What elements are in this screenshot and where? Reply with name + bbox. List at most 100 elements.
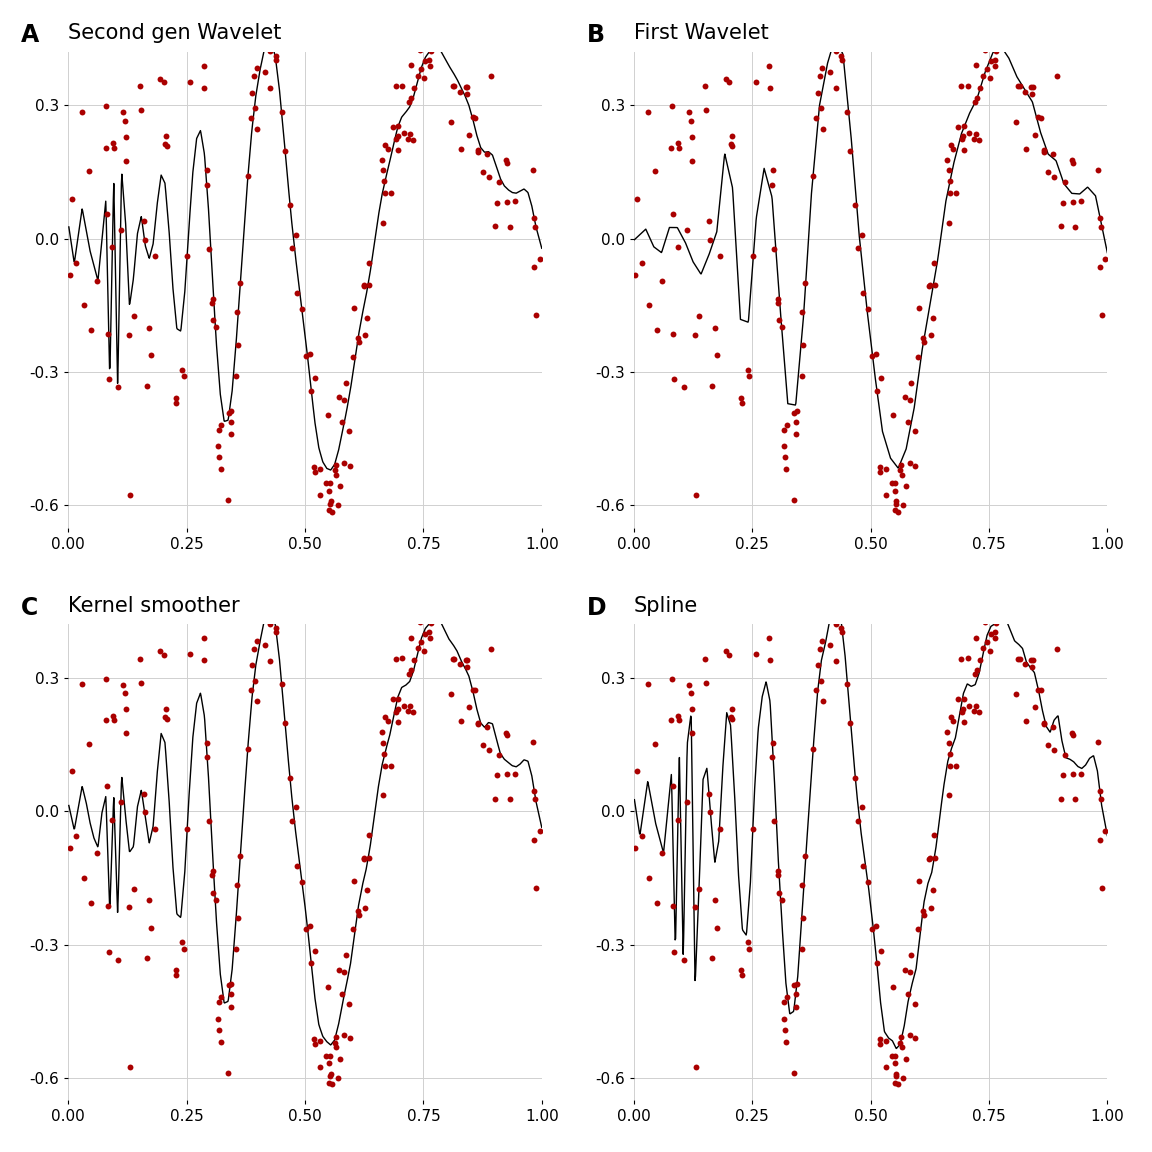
Point (1007, 581, 1025, 599)
Point (940, 172, 958, 190)
Point (333, 985, 351, 1003)
Point (687, 1059, 705, 1077)
Point (297, 347, 316, 365)
Point (721, 707, 740, 726)
Point (118, 151, 136, 169)
Point (1063, 192, 1082, 211)
Point (204, 311, 222, 329)
Point (872, 369, 890, 387)
Point (158, 137, 176, 156)
Point (924, 309, 942, 327)
Point (668, 237, 687, 256)
Point (628, 763, 646, 781)
Point (326, 455, 344, 473)
Point (420, 51, 439, 69)
Point (450, 655, 469, 674)
Point (958, 649, 977, 667)
Point (697, 674, 715, 692)
Point (813, 631, 832, 650)
Point (894, 497, 912, 515)
Point (941, 135, 960, 153)
Point (668, 810, 687, 828)
Text: D: D (586, 596, 606, 620)
Point (763, 175, 781, 194)
Point (968, 89, 986, 107)
Point (221, 975, 240, 993)
Point (344, 872, 363, 890)
Point (136, 230, 154, 249)
Point (198, 734, 217, 752)
Point (267, 51, 286, 69)
Point (770, 289, 788, 308)
Point (212, 460, 230, 478)
Point (941, 707, 960, 726)
Point (711, 248, 729, 266)
Point (941, 757, 960, 775)
Point (499, 726, 517, 744)
Point (832, 619, 850, 637)
Point (355, 276, 373, 295)
Point (118, 723, 136, 742)
Point (994, 26, 1013, 45)
Point (456, 651, 475, 669)
Point (675, 950, 694, 969)
Point (1071, 192, 1090, 211)
Point (785, 1063, 803, 1082)
Point (60, 266, 78, 285)
Point (359, 253, 378, 272)
Point (887, 1067, 905, 1085)
Point (198, 161, 217, 180)
Point (387, 130, 406, 149)
Point (199, 240, 218, 258)
Point (267, 525, 286, 544)
Point (327, 1038, 346, 1056)
Point (877, 485, 895, 503)
Point (926, 275, 945, 294)
Point (429, 26, 447, 45)
Point (833, 623, 851, 642)
Point (638, 675, 657, 694)
Point (967, 124, 985, 143)
Point (323, 502, 341, 521)
Point (1052, 789, 1070, 808)
Point (248, 120, 266, 138)
Point (99, 370, 118, 388)
Point (151, 69, 169, 88)
Point (664, 776, 682, 795)
Point (907, 1029, 925, 1047)
Point (914, 329, 932, 348)
Point (212, 988, 230, 1007)
Point (301, 917, 319, 935)
Point (1055, 173, 1074, 191)
Point (293, 300, 311, 318)
Point (203, 866, 221, 885)
Point (1025, 126, 1044, 144)
Point (821, 63, 840, 82)
Point (97, 138, 115, 157)
Point (135, 212, 153, 230)
Point (105, 711, 123, 729)
Point (120, 899, 138, 917)
Point (321, 1067, 340, 1085)
Point (157, 699, 175, 718)
Point (1091, 790, 1109, 809)
Text: A: A (21, 23, 39, 47)
Point (97, 97, 115, 115)
Point (130, 77, 149, 96)
Point (79, 162, 98, 181)
Point (260, 41, 279, 60)
Point (831, 588, 849, 606)
Point (321, 492, 340, 510)
Point (355, 849, 373, 867)
Point (976, 613, 994, 631)
Point (463, 108, 482, 127)
Point (1016, 83, 1034, 101)
Point (410, 40, 429, 59)
Point (409, 639, 427, 658)
Point (1010, 650, 1029, 668)
Point (706, 892, 725, 910)
Point (320, 501, 339, 520)
Point (849, 812, 867, 831)
Point (884, 406, 902, 424)
Point (886, 475, 904, 493)
